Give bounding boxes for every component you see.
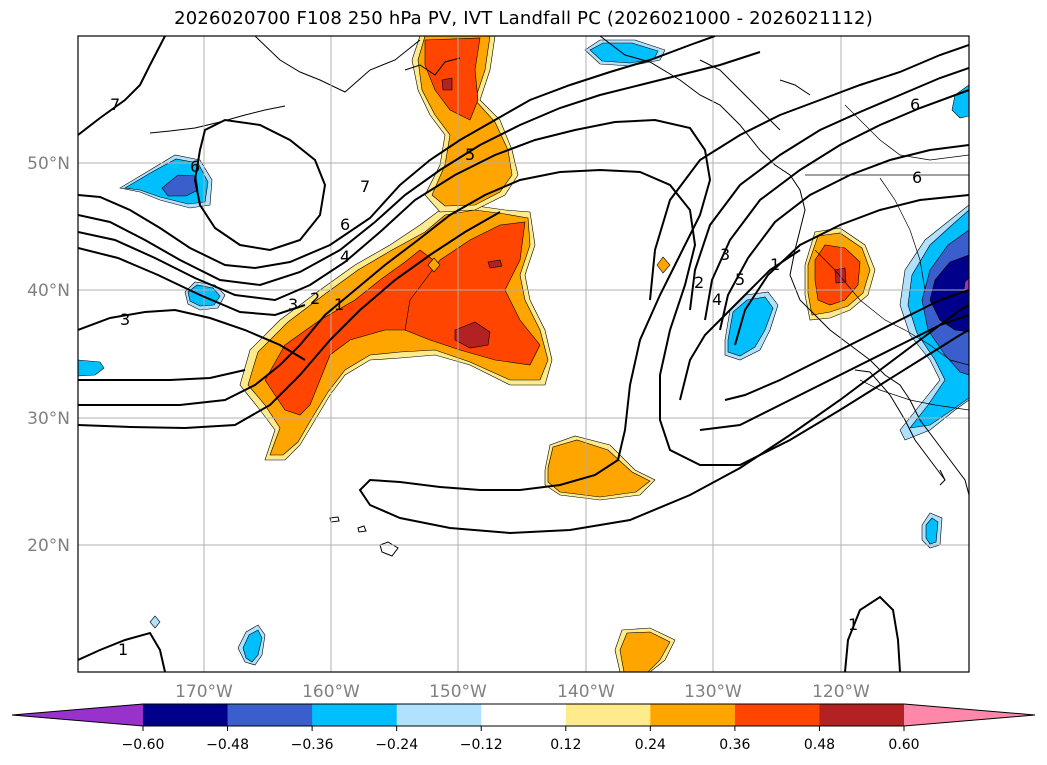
colorbar-tick-label: −0.36 <box>291 737 334 753</box>
colorbar-tick-label: −0.24 <box>375 737 418 753</box>
lon-label: 150°W <box>429 682 487 702</box>
lon-label: 160°W <box>302 682 360 702</box>
lon-label: 170°W <box>175 682 233 702</box>
colorbar-segment <box>565 704 651 726</box>
lat-label: 30°N <box>27 409 70 429</box>
lon-label: 140°W <box>557 682 615 702</box>
contour-label: 1 <box>334 295 344 314</box>
colorbar-extend-high <box>904 704 1035 726</box>
lat-label: 20°N <box>27 536 70 556</box>
colorbar-tick-label: 0.36 <box>719 737 750 753</box>
colorbar-segment <box>819 704 905 726</box>
colorbar-tick-label: 0.12 <box>550 737 581 753</box>
lon-label: 120°W <box>812 682 870 702</box>
contour-label: 7 <box>110 95 120 114</box>
contour-label: 2 <box>310 289 320 308</box>
colorbar-segment <box>143 704 229 726</box>
latitude-labels: 50°N 40°N 30°N 20°N <box>27 154 70 556</box>
contour-label: 6 <box>912 168 922 187</box>
coastlines <box>149 36 969 557</box>
colorbar-tick-label: −0.12 <box>460 737 503 753</box>
lat-label: 50°N <box>27 154 70 174</box>
colorbar-segment <box>227 704 313 726</box>
colorbar-extend-low <box>12 704 143 726</box>
contour-label: 1 <box>118 640 128 659</box>
contour-label: 4 <box>340 247 350 266</box>
colorbar-segment <box>734 704 820 726</box>
negative-anomaly-fills <box>78 39 969 666</box>
pv-contours <box>78 36 969 672</box>
colorbar-tick-label: 0.48 <box>804 737 835 753</box>
colorbar: −0.60 −0.48 −0.36 −0.24 −0.12 0.12 0.24 0.36 0.4… <box>11 703 1036 753</box>
colorbar-tick-label: 0.60 <box>888 737 919 753</box>
map-area: 7 6 5 4 3 2 1 7 6 5 4 3 2 1 1 1 6 6 3 <box>78 36 969 672</box>
map-title: 2026020700 F108 250 hPa PV, IVT Landfall… <box>174 8 873 29</box>
contour-label: 4 <box>712 290 722 309</box>
contour-label: 1 <box>848 615 858 634</box>
colorbar-segment <box>650 704 736 726</box>
contour-label: 3 <box>120 310 130 329</box>
contour-label: 1 <box>770 255 780 274</box>
colorbar-segment <box>481 704 567 726</box>
colorbar-segment <box>396 704 482 726</box>
contour-label: 6 <box>190 157 200 176</box>
contour-label: 3 <box>720 245 730 264</box>
longitude-labels: 170°W 160°W 150°W 140°W 130°W 120°W <box>175 682 870 702</box>
colorbar-tick-label: −0.60 <box>122 737 165 753</box>
contour-label: 2 <box>694 273 704 292</box>
map-frame <box>77 35 970 673</box>
contour-label: 3 <box>288 295 298 314</box>
lon-label: 130°W <box>684 682 742 702</box>
contour-label: 7 <box>360 177 370 196</box>
contour-label: 5 <box>465 145 475 164</box>
colorbar-segment <box>312 704 398 726</box>
contour-label: 6 <box>340 215 350 234</box>
colorbar-tick-label: −0.48 <box>206 737 249 753</box>
borders <box>805 104 969 411</box>
contour-label: 6 <box>910 95 920 114</box>
contour-label: 5 <box>735 270 745 289</box>
lat-label: 40°N <box>27 281 70 301</box>
colorbar-tick-label: 0.24 <box>635 737 666 753</box>
contour-labels: 7 6 5 4 3 2 1 7 6 5 4 3 2 1 1 1 6 6 3 <box>110 95 922 659</box>
